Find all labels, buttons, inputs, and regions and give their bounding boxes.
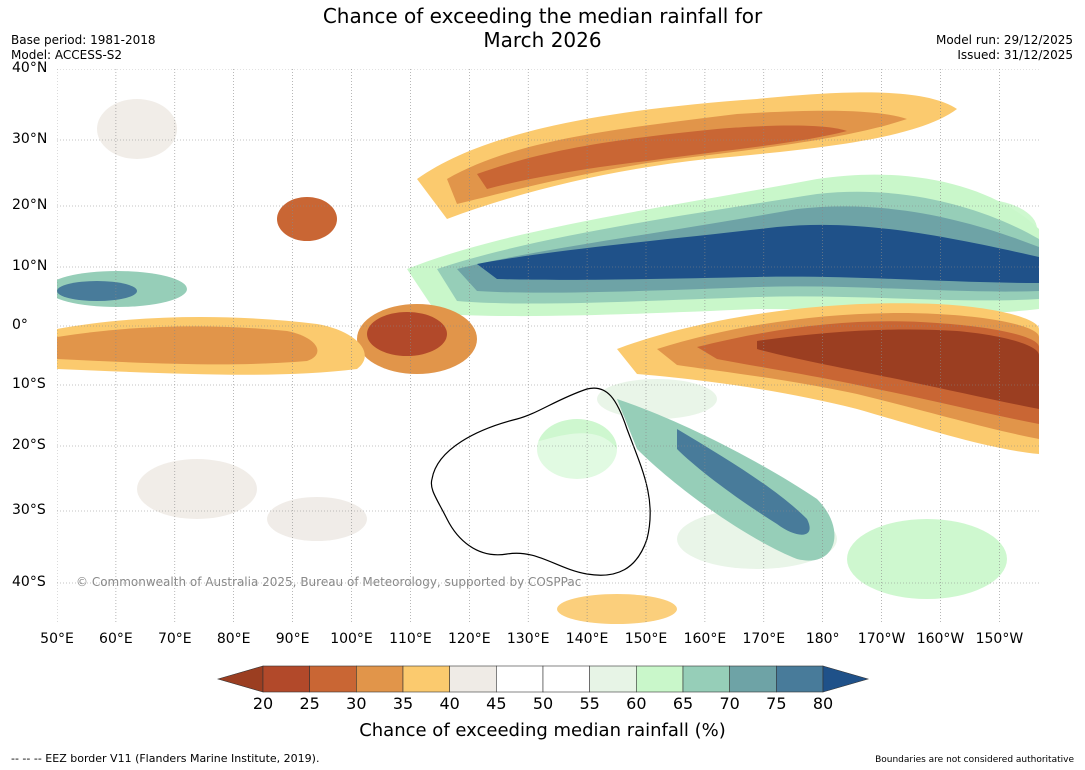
colorbar-units: Chance of exceeding median rainfall (%) bbox=[359, 720, 726, 741]
eez-border-note: -- -- -- EEZ border V11 (Flanders Marine… bbox=[11, 752, 320, 765]
lon-label: 170°E bbox=[742, 631, 786, 647]
colorbar-tick-label: 45 bbox=[486, 694, 507, 713]
lon-label: 100°E bbox=[330, 631, 373, 647]
lon-label: 140°E bbox=[565, 631, 609, 647]
lon-label: 120°E bbox=[448, 631, 491, 647]
lat-label: 10°S bbox=[12, 376, 46, 392]
south-west-pacific-wet-area bbox=[617, 399, 835, 561]
lon-label: 160°W bbox=[916, 631, 965, 647]
colorbar-tick-label: 55 bbox=[579, 694, 600, 713]
lat-label: 10°N bbox=[12, 258, 48, 274]
title-line-1: Chance of exceeding the median rainfall … bbox=[322, 4, 763, 28]
colorbar bbox=[216, 665, 870, 693]
lat-label: 40°N bbox=[12, 60, 48, 76]
colorbar-extend-high bbox=[822, 665, 870, 693]
colorbar-tick-label: 40 bbox=[439, 694, 460, 713]
colorbar-tick-label: 20 bbox=[252, 694, 274, 713]
colorbar-segment bbox=[542, 665, 590, 693]
meta-left: Base period: 1981-2018 Model: ACCESS-S2 bbox=[11, 33, 156, 63]
lon-label: 170°W bbox=[857, 631, 906, 647]
lat-label: 20°N bbox=[12, 197, 48, 213]
north-pacific-dry-band bbox=[417, 92, 957, 219]
issued-text: Issued: 31/12/2025 bbox=[957, 48, 1073, 62]
colorbar-segment bbox=[356, 665, 404, 693]
australia-outline bbox=[430, 387, 651, 576]
colorbar-segment bbox=[496, 665, 544, 693]
lon-label: 70°E bbox=[157, 631, 192, 647]
colorbar-tick-label: 30 bbox=[346, 694, 367, 713]
rainfall-anomaly-map bbox=[57, 69, 1039, 624]
colorbar-segment bbox=[682, 665, 730, 693]
lon-label: 180° bbox=[805, 631, 840, 647]
gridlines bbox=[57, 69, 1039, 624]
lon-label: 160°E bbox=[683, 631, 727, 647]
copyright-text: © Commonwealth of Australia 2025, Bureau… bbox=[76, 575, 582, 589]
colorbar-segment bbox=[589, 665, 637, 693]
colorbar-segment bbox=[309, 665, 357, 693]
colorbar-tick-label: 50 bbox=[532, 694, 554, 713]
lon-label: 80°E bbox=[216, 631, 251, 647]
colorbar-segment bbox=[402, 665, 450, 693]
lon-label: 60°E bbox=[99, 631, 133, 647]
base-period-text: Base period: 1981-2018 bbox=[11, 33, 156, 47]
chart-title: Chance of exceeding the median rainfall … bbox=[0, 4, 1085, 52]
lat-label: 30°S bbox=[12, 502, 46, 518]
colorbar-segment bbox=[449, 665, 497, 693]
colorbar-segment bbox=[776, 665, 824, 693]
equatorial-west-pacific-wet-band bbox=[407, 174, 1039, 317]
equatorial-indian-ocean-dry-band bbox=[57, 317, 365, 375]
lat-label: 40°S bbox=[12, 574, 46, 590]
colorbar-tick-label: 35 bbox=[392, 694, 414, 713]
lat-label: 0° bbox=[12, 317, 28, 333]
lon-label: 150°E bbox=[624, 631, 668, 647]
lon-label: 90°E bbox=[275, 631, 310, 647]
lon-label: 50°E bbox=[40, 631, 74, 647]
australia-interior-fill bbox=[447, 433, 633, 556]
colorbar-tick-label: 60 bbox=[626, 694, 647, 713]
title-line-2: March 2026 bbox=[483, 28, 602, 52]
colorbar-tick-label: 75 bbox=[766, 694, 787, 713]
colorbar-tick-label: 70 bbox=[719, 694, 740, 713]
lon-label: 150°W bbox=[975, 631, 1024, 647]
equatorial-central-pacific-dry-band bbox=[617, 303, 1039, 454]
model-text: Model: ACCESS-S2 bbox=[11, 48, 123, 62]
colorbar-extend-low bbox=[216, 665, 264, 693]
arabian-sea-wet-band bbox=[57, 271, 187, 307]
meta-right: Model run: 29/12/2025 Issued: 31/12/2025 bbox=[936, 33, 1073, 63]
borneo-dry-area bbox=[277, 197, 477, 374]
lat-label: 20°S bbox=[12, 437, 46, 453]
lat-label: 30°N bbox=[12, 131, 48, 147]
lon-label: 130°E bbox=[506, 631, 550, 647]
colorbar-segment bbox=[729, 665, 777, 693]
colorbar-segment bbox=[262, 665, 310, 693]
boundaries-note: Boundaries are not considered authoritat… bbox=[875, 755, 1074, 765]
colorbar-tick-label: 25 bbox=[299, 694, 320, 713]
colorbar-segment bbox=[636, 665, 684, 693]
colorbar-tick-label: 65 bbox=[672, 694, 694, 713]
model-run-text: Model run: 29/12/2025 bbox=[935, 33, 1073, 47]
lon-label: 110°E bbox=[389, 631, 432, 647]
colorbar-tick-label: 80 bbox=[812, 694, 834, 713]
